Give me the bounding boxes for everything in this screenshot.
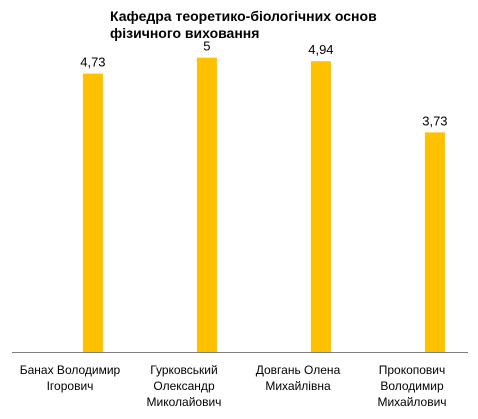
bar-value-label: 4,73: [80, 55, 105, 70]
bar-value-label: 3,73: [422, 113, 447, 128]
category-label: Гурковський Олександр Миколайович: [147, 363, 222, 409]
category-label-line: Ігорович: [47, 379, 94, 393]
chart-title: Кафедра теоретико-біологічних основ фізи…: [110, 8, 430, 42]
category-label-line: Михайлович: [377, 395, 446, 409]
bar: [310, 61, 331, 352]
category-label: Банах Володимир Ігорович: [20, 363, 121, 393]
category-label-line: Михайлівна: [265, 379, 331, 393]
category-label-line: Гурковський: [150, 363, 217, 377]
category-label-line: Миколайович: [147, 395, 222, 409]
category-label-line: Прокопович: [379, 363, 446, 377]
bar: [82, 73, 103, 352]
bar-value-label: 5: [203, 39, 210, 54]
category-label: Довгань Олена Михайлівна: [256, 363, 341, 393]
category-label-line: Банах Володимир: [20, 363, 121, 377]
bar: [196, 57, 217, 352]
chart-title-line-2: фізичного виховання: [110, 25, 260, 41]
bar-value-label: 4,94: [308, 42, 333, 57]
category-label-line: Довгань Олена: [256, 363, 341, 377]
chart-title-line-1: Кафедра теоретико-біологічних основ: [110, 8, 377, 24]
category-label-line: Володимир: [380, 379, 444, 393]
category-label-line: Олександр: [153, 379, 215, 393]
bar: [424, 132, 445, 352]
category-label: Прокопович Володимир Михайлович: [377, 363, 446, 409]
